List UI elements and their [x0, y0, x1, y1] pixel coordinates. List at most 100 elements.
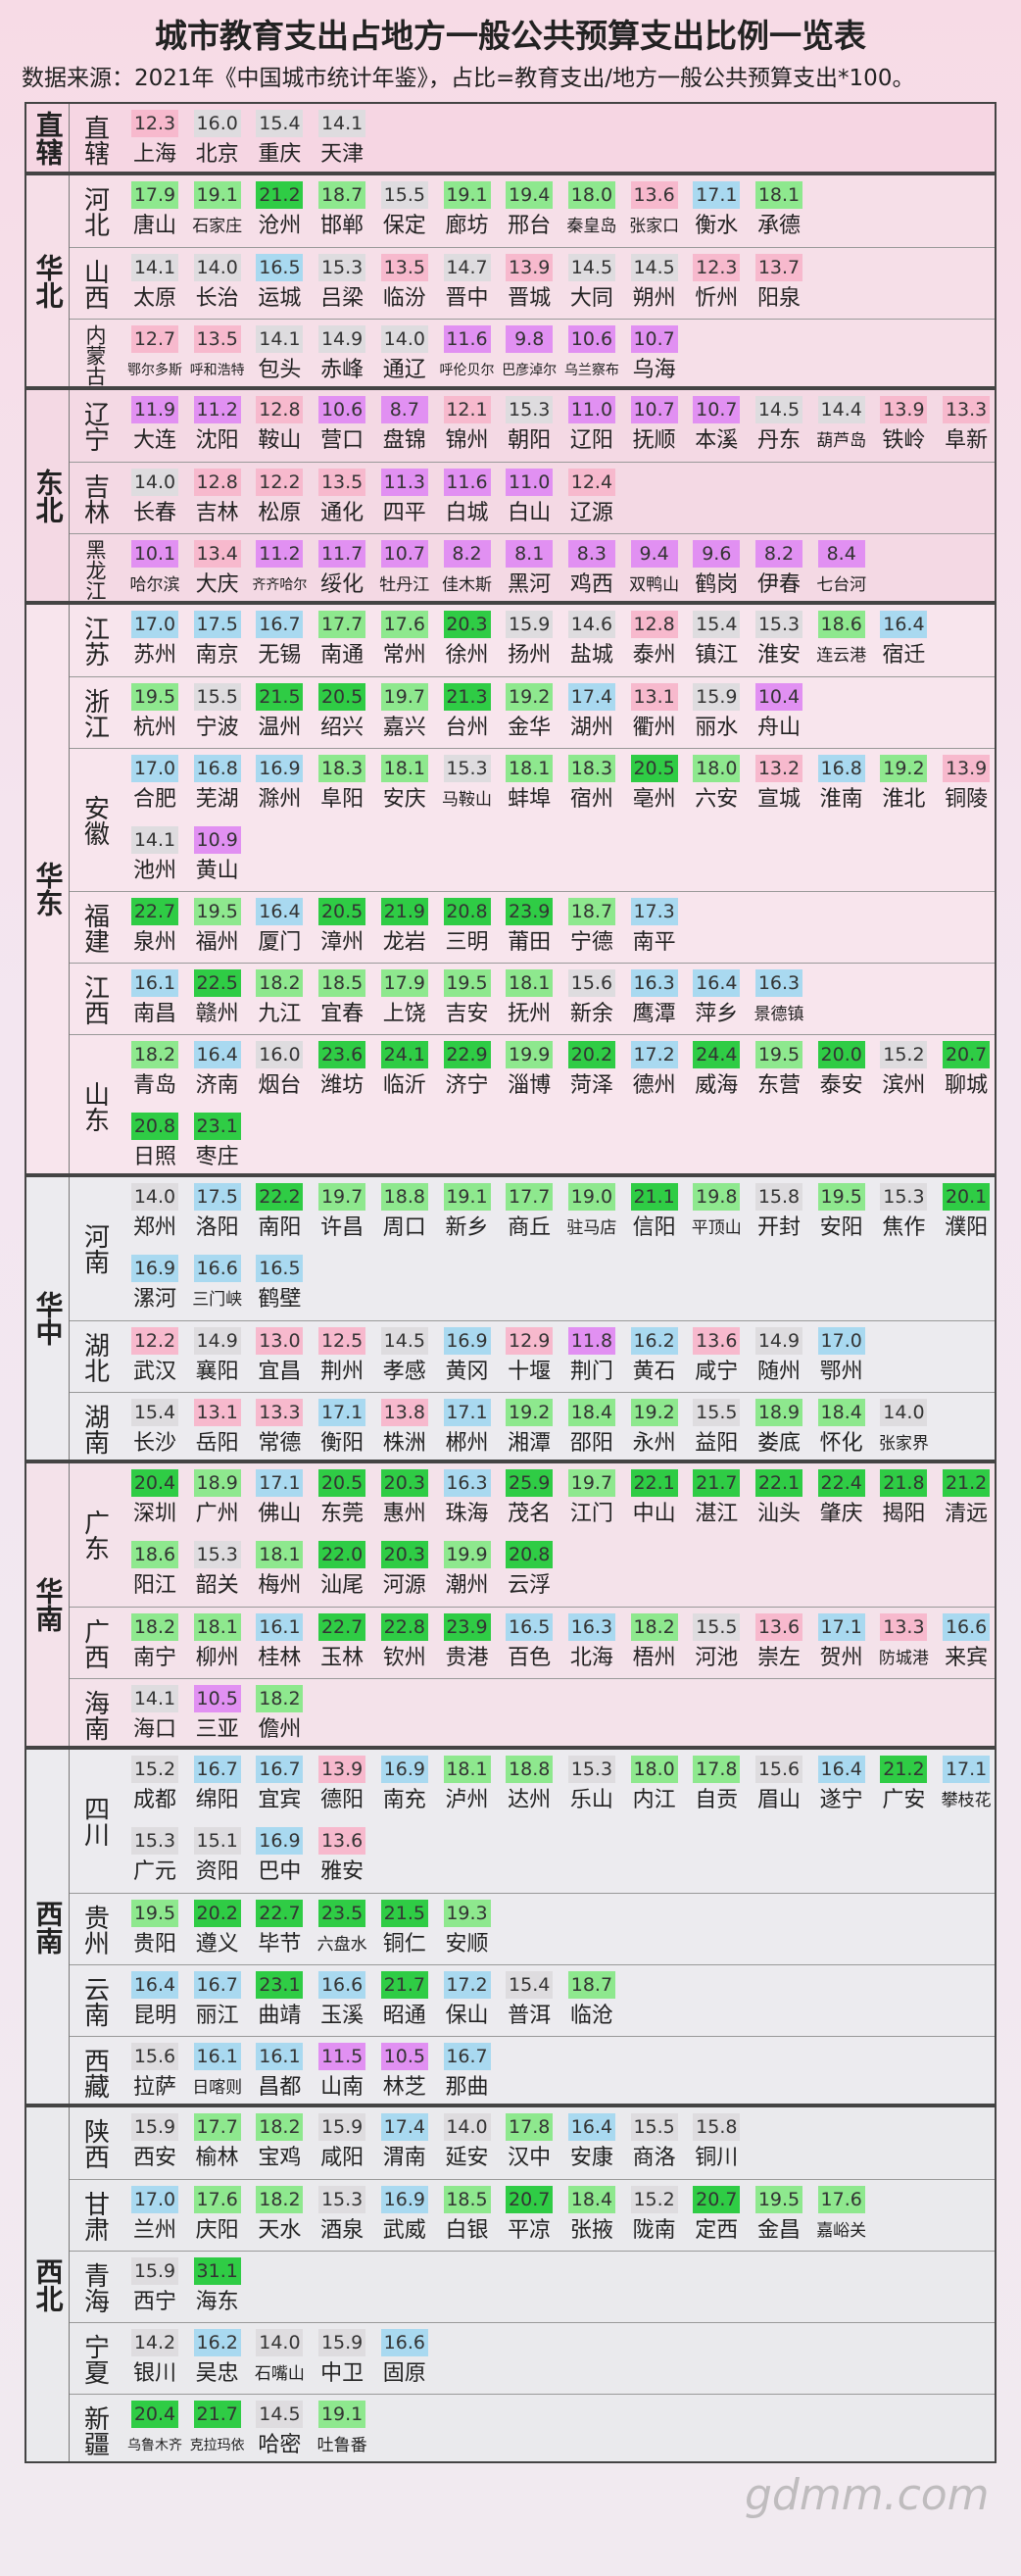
value-cell: 13.0 [256, 1327, 304, 1355]
value-cell: 15.8 [693, 2113, 741, 2141]
value-cell: 21.7 [693, 1469, 741, 1497]
value-cell: 12.5 [318, 1327, 366, 1355]
value-cell: 20.5 [318, 683, 366, 711]
value-cell: 22.0 [318, 1541, 366, 1568]
region-block: 直辖 直辖 12.3 上海 16.0 北京 15.4 重庆 14.1 天津 [24, 102, 997, 173]
city-name: 扬州 [508, 643, 552, 668]
value-cell: 13.5 [193, 325, 241, 353]
value-cell: 12.3 [693, 254, 741, 281]
city-name: 保山 [445, 2004, 489, 2028]
value-cell: 17.6 [193, 2186, 241, 2213]
value-cell: 19.5 [131, 1900, 178, 1927]
province-name: 云南 [79, 1975, 110, 2027]
value-cell: 20.4 [131, 1469, 178, 1497]
city-name: 安顺 [445, 1932, 489, 1957]
value-cell: 18.7 [318, 181, 366, 209]
city-name: 十堰 [508, 1360, 552, 1384]
value-cell: 14.0 [256, 2329, 304, 2356]
city-name: 忻州 [695, 286, 739, 311]
value-cell: 23.9 [443, 1613, 491, 1641]
province-row: 山东 18.2 青岛 16.4 济南 16.0 烟台 23.6 潍坊 24.1 临沂 22.9 济宁 19… [70, 1034, 995, 1177]
value-cell: 20.0 [817, 1041, 865, 1068]
value-cell: 15.3 [443, 755, 491, 782]
value-cell: 16.7 [256, 611, 304, 638]
value-cell: 21.2 [256, 181, 304, 209]
city-name: 伊春 [756, 572, 801, 597]
value-cell: 17.4 [380, 2113, 428, 2141]
value-cell: 15.4 [256, 110, 304, 137]
region-name: 西南 [26, 1750, 70, 2104]
province-row: 西藏 15.6 拉萨 16.1 日喀则 16.1 昌都 11.5 山南 10.5 林芝 16.7 那曲 [70, 2036, 995, 2107]
value-cell: 9.8 [506, 325, 554, 353]
value-cell: 9.6 [693, 540, 741, 568]
value-cell: 14.0 [131, 469, 178, 496]
value-cell: 18.1 [755, 181, 802, 209]
value-cell: 10.4 [755, 683, 802, 711]
value-cell: 13.6 [318, 1827, 366, 1855]
city-name: 巴中 [258, 1859, 302, 1884]
value-cell: 15.3 [318, 2186, 366, 2213]
city-name: 绵阳 [195, 1788, 239, 1812]
value-cell: 16.9 [256, 1827, 304, 1855]
city-name: 兰州 [132, 2218, 176, 2243]
value-cell: 18.1 [380, 755, 428, 782]
value-cell: 18.4 [817, 1399, 865, 1426]
city-name: 哈密 [258, 2433, 302, 2457]
city-name: 铜川 [695, 2146, 739, 2170]
city-name: 宝鸡 [258, 2146, 302, 2170]
province-name: 河北 [79, 185, 110, 237]
value-cell: 20.8 [443, 898, 491, 925]
city-name: 固原 [382, 2361, 426, 2386]
value-cell: 16.6 [943, 1613, 991, 1641]
city-name: 鹤岗 [695, 572, 739, 597]
value-cell: 13.6 [693, 1327, 741, 1355]
region-block: 华中 河南 14.0 郑州 17.5 洛阳 22.2 南阳 19.7 许昌 18.8 周口 19.1 新乡… [24, 1175, 997, 1461]
value-cell: 23.5 [318, 1900, 366, 1927]
value-cell: 11.7 [318, 540, 366, 568]
city-name: 衡水 [695, 214, 739, 238]
city-name: 开封 [756, 1215, 801, 1240]
value-cell: 15.5 [693, 1399, 741, 1426]
value-cell: 16.0 [256, 1041, 304, 1068]
value-cell: 18.0 [567, 181, 615, 209]
value-cell: 15.3 [318, 254, 366, 281]
city-name: 景德镇 [754, 1005, 804, 1024]
city-name: 泰州 [632, 643, 676, 668]
value-cell: 20.7 [943, 1041, 991, 1068]
value-cell: 16.5 [256, 1255, 304, 1282]
value-cell: 18.2 [256, 2113, 304, 2141]
province-row: 广西 18.2 南宁 18.1 柳州 16.1 桂林 22.7 玉林 22.8 钦州 23.9 贵港 16… [70, 1607, 995, 1678]
value-cell: 17.1 [693, 181, 741, 209]
city-name: 张家界 [878, 1434, 929, 1454]
city-name: 广安 [882, 1788, 926, 1812]
value-cell: 19.7 [318, 1183, 366, 1211]
value-cell: 22.4 [817, 1469, 865, 1497]
city-name: 唐山 [132, 214, 176, 238]
title: 城市教育支出占地方一般公共预算支出比例一览表 [155, 17, 866, 55]
value-cell: 16.4 [256, 898, 304, 925]
value-cell: 16.9 [380, 2186, 428, 2213]
value-cell: 22.1 [630, 1469, 678, 1497]
province-row: 青海 15.9 西宁 31.1 海东 [70, 2251, 995, 2322]
value-cell: 13.5 [318, 469, 366, 496]
city-name: 漯河 [132, 1287, 176, 1312]
value-cell: 14.1 [131, 254, 178, 281]
value-cell: 15.3 [880, 1183, 928, 1211]
province-name: 青海 [79, 2261, 110, 2313]
province-row: 山西 14.1 太原 14.0 长治 16.5 运城 15.3 吕梁 13.5 临汾 14.7 晋中 13… [70, 247, 995, 319]
value-cell: 8.2 [443, 540, 491, 568]
value-cell: 21.3 [443, 683, 491, 711]
city-name: 临沧 [569, 2004, 613, 2028]
city-name: 铁岭 [882, 428, 926, 453]
city-name: 湖州 [569, 716, 613, 740]
city-name: 巴彦淖尔 [502, 363, 558, 378]
value-cell: 19.1 [443, 181, 491, 209]
value-cell: 15.4 [131, 1399, 178, 1426]
province-name: 山西 [79, 258, 110, 310]
value-cell: 8.4 [817, 540, 865, 568]
city-name: 重庆 [258, 142, 302, 167]
city-name: 南充 [382, 1788, 426, 1812]
city-name: 宜昌 [258, 1360, 302, 1384]
value-cell: 13.5 [380, 254, 428, 281]
value-cell: 11.6 [443, 469, 491, 496]
